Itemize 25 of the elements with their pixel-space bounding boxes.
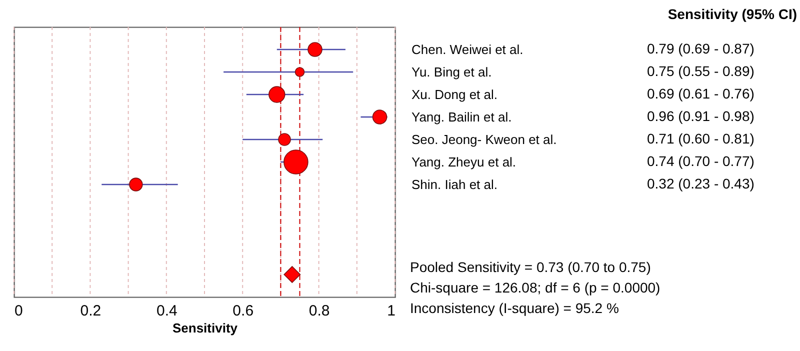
y-tick-label: Xu. Dong et al. (412, 87, 498, 102)
data-label: 0.69 (0.61 - 0.76) (647, 86, 754, 102)
y-tick-label: Chen. Weiwei et al. (412, 42, 524, 57)
x-tick-label: 1 (387, 302, 396, 320)
data-label: 0.79 (0.69 - 0.87) (647, 40, 754, 56)
data-label: 0.32 (0.23 - 0.43) (647, 176, 754, 192)
x-axis-title: Sensitivity (172, 320, 238, 336)
data-label: 0.96 (0.91 - 0.98) (647, 108, 754, 124)
y-tick-label: Shin. Iiah et al. (412, 177, 498, 192)
data-label: 0.74 (0.70 - 0.77) (647, 153, 754, 169)
y-tick-label: Yang. Zheyu et al. (412, 154, 516, 170)
data-label: 0.71 (0.60 - 0.81) (647, 130, 754, 146)
x-tick-label: 0.2 (80, 302, 102, 320)
y-tick-label: Yu. Bing et al. (412, 64, 492, 80)
text: Inconsistency (I-square) = 95.2 % (410, 300, 619, 316)
y-tick-label: Yang. Bailin et al. (412, 110, 512, 124)
x-tick-label: 0.6 (232, 302, 254, 320)
data-label: 0.75 (0.55 - 0.89) (647, 63, 754, 79)
y-tick-label: Seo. Jeong- Kweon et al. (412, 132, 557, 147)
x-tick-label: 0.4 (156, 302, 178, 320)
text: Sensitivity (95% CI) (668, 6, 797, 22)
text: Chi-square = 126.08; df = 6 (p = 0.0000) (410, 280, 660, 296)
text: Pooled Sensitivity = 0.73 (0.70 to 0.75) (410, 259, 651, 275)
x-tick-label: 0 (14, 302, 23, 320)
x-tick-label: 0.8 (308, 302, 330, 320)
